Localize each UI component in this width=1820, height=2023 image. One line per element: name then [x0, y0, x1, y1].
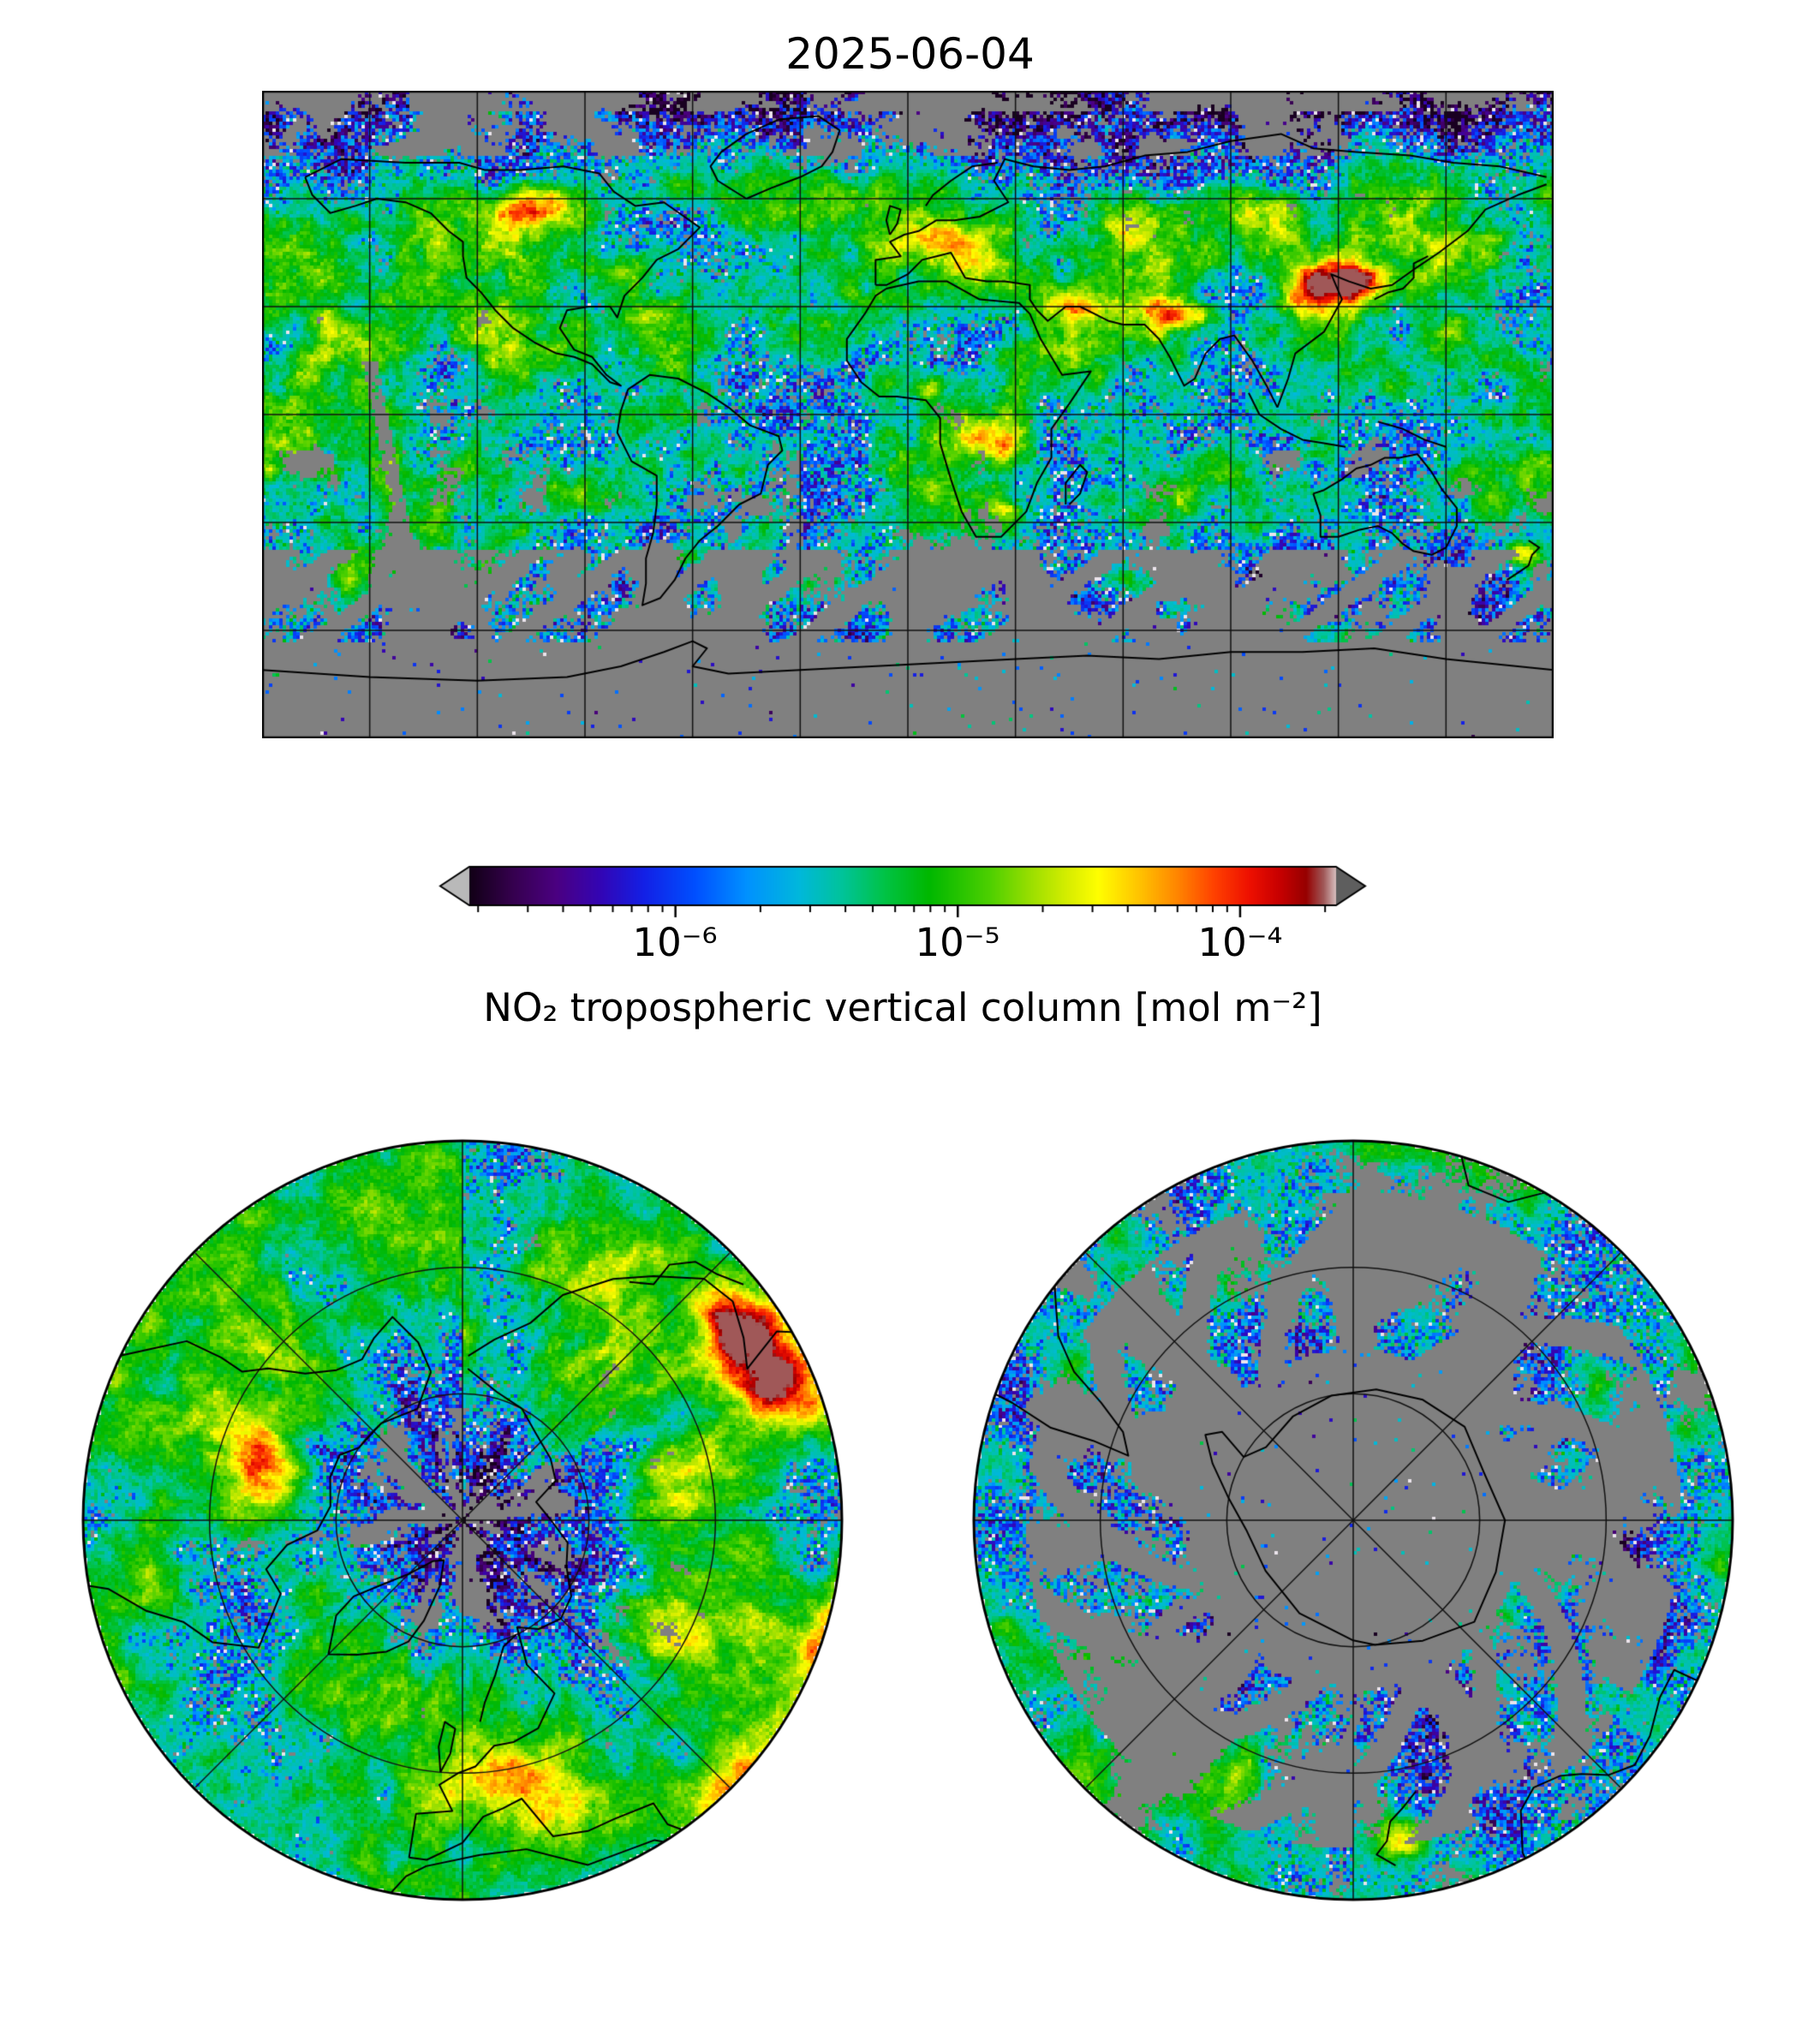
south-polar-map-canvas [971, 1138, 1735, 1902]
global-map-canvas [262, 91, 1554, 738]
colorbar-canvas [437, 862, 1383, 928]
colorbar-tick-label-1e-6: 10⁻⁶ [632, 920, 718, 965]
colorbar-tick-label-1e-4: 10⁻⁴ [1197, 920, 1283, 965]
figure-title: 2025-06-04 [785, 29, 1035, 79]
north-polar-map-canvas [81, 1138, 844, 1902]
colorbar-label: NO₂ tropospheric vertical column [mol m⁻… [483, 985, 1322, 1030]
colorbar-tick-label-1e-5: 10⁻⁵ [915, 920, 1000, 965]
